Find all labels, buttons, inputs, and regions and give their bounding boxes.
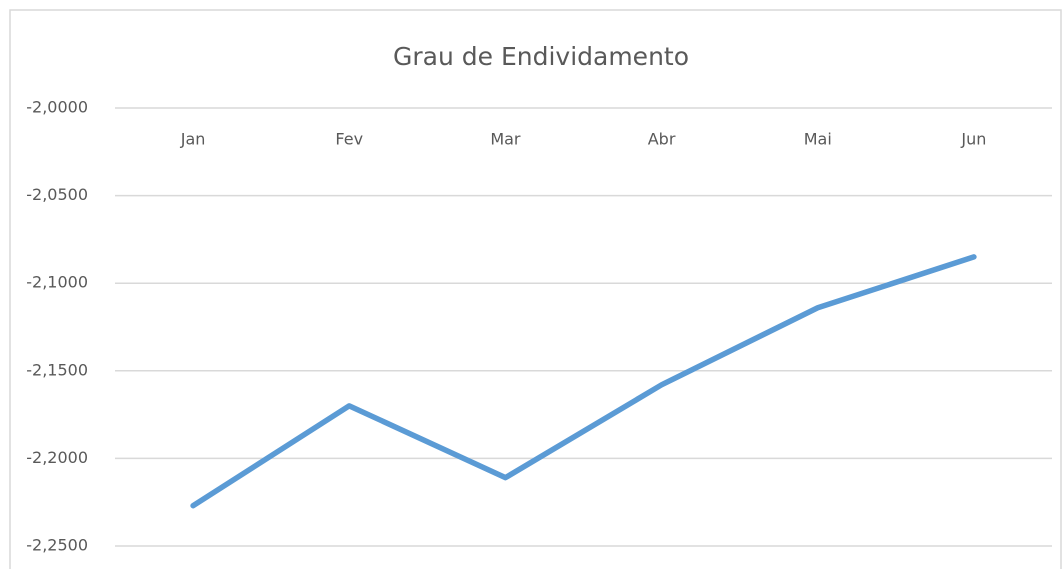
y-tick-label: -2,0000	[26, 98, 88, 117]
chart-border	[9, 9, 1062, 569]
y-tick-label: -2,0500	[26, 185, 88, 204]
y-tick-label: -2,2000	[26, 448, 88, 467]
line-series	[190, 254, 977, 509]
chart-title: Grau de Endividamento	[393, 42, 689, 71]
x-tick-label: Mar	[490, 130, 521, 149]
x-tick-label: Fev	[335, 130, 363, 149]
x-tick-label: Abr	[648, 130, 676, 149]
y-tick-label: -2,2500	[26, 536, 88, 555]
y-tick-label: -2,1000	[26, 273, 88, 292]
y-tick-label: -2,1500	[26, 360, 88, 379]
x-tick-label: Jun	[960, 130, 986, 149]
x-tick-label: Jan	[180, 130, 206, 149]
x-tick-label: Mai	[804, 130, 832, 149]
